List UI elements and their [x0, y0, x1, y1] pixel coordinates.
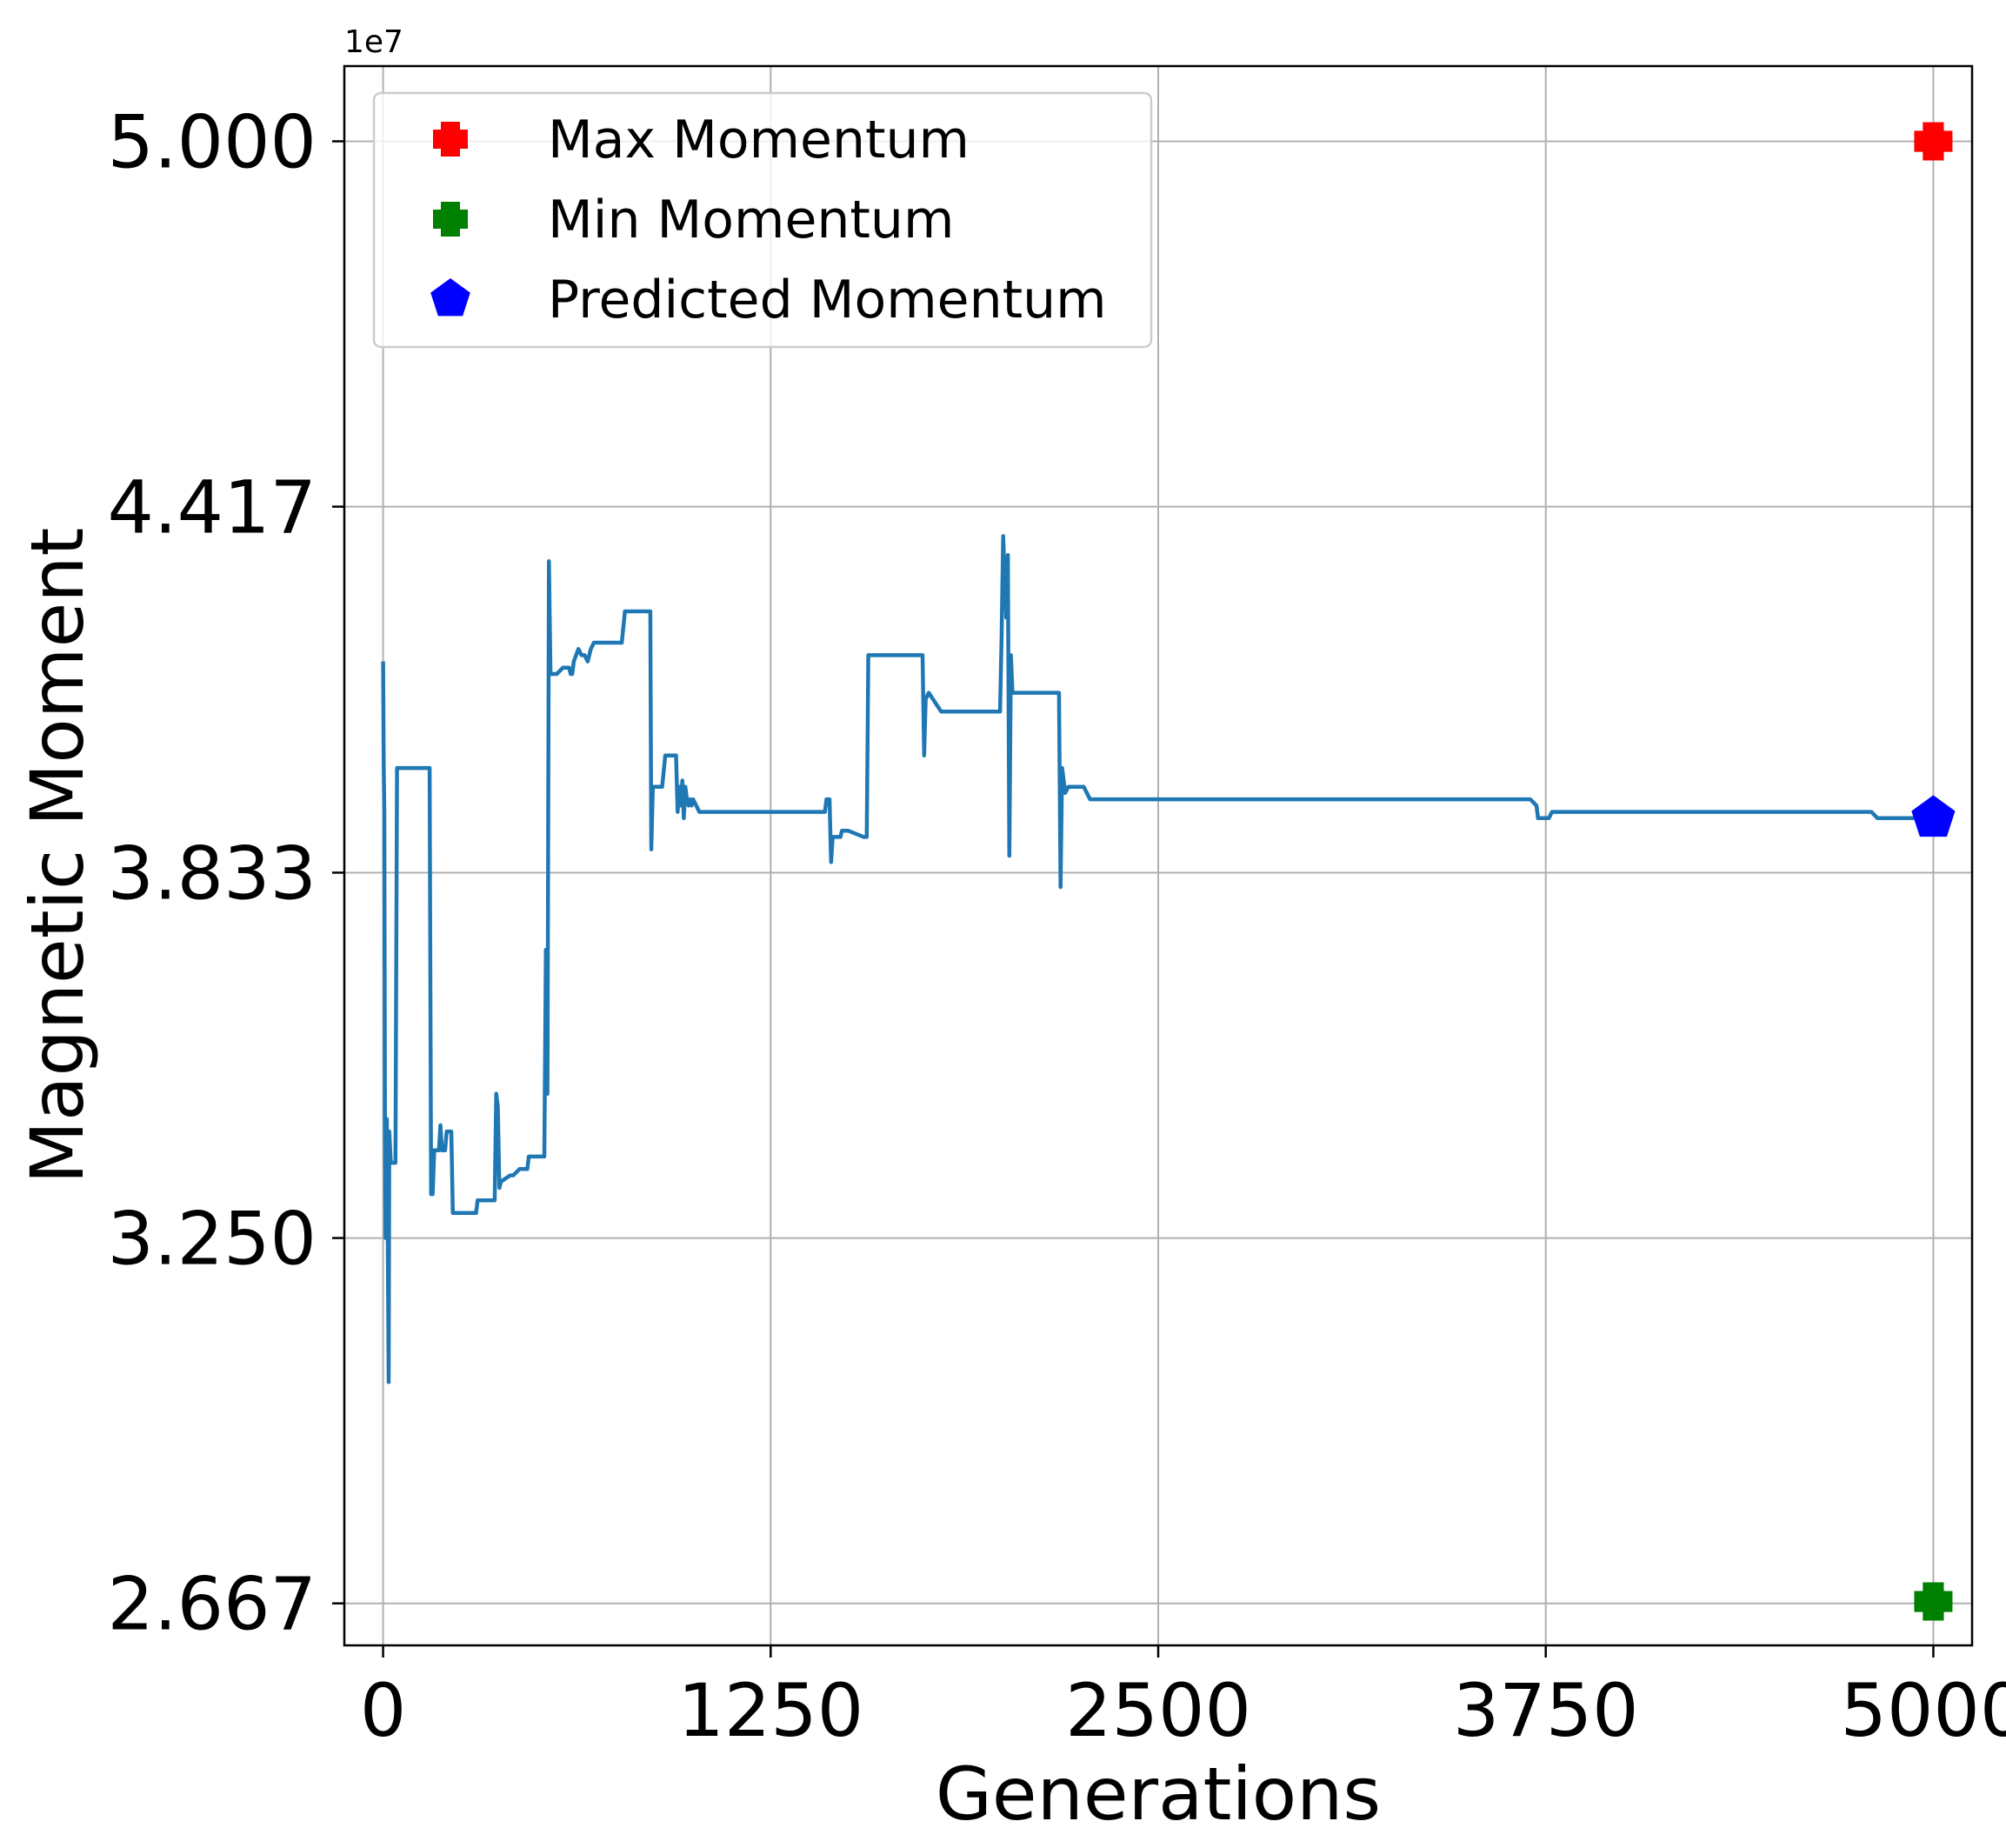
- legend-marker: [433, 122, 468, 157]
- series-line: [381, 534, 1934, 1384]
- series-layer: [381, 122, 1956, 1621]
- x-tick-label: 2500: [1065, 1668, 1251, 1753]
- legend: Max Momentum Min Momentum Predicted Moment…: [372, 91, 1153, 349]
- ticks: 0 1250 2500 3750 5000 2.667 3.250 3.833 4.417 5.0…: [108, 99, 2006, 1753]
- x-tick-label: 0: [360, 1668, 406, 1753]
- x-tick-label: 3750: [1453, 1668, 1639, 1753]
- legend-marker: [430, 278, 470, 317]
- x-axis-label: Generations: [936, 1751, 1381, 1837]
- y-tick-label: 5.000: [108, 99, 317, 184]
- y-tick-label: 3.250: [108, 1197, 317, 1282]
- y-offset-label: 1e7: [344, 24, 403, 60]
- x-tick-label: 1250: [677, 1668, 863, 1753]
- y-tick-label: 2.667: [108, 1562, 317, 1647]
- series-marker-2: [1914, 1582, 1953, 1621]
- legend-label: Predicted Momentum: [548, 270, 1107, 330]
- legend-box: [372, 91, 1153, 349]
- legend-label: Min Momentum: [548, 190, 954, 250]
- legend-marker: [433, 202, 468, 237]
- legend-label: Max Momentum: [548, 110, 970, 170]
- y-axis-label: Magnetic Moment: [15, 528, 100, 1184]
- series-marker-3: [1911, 795, 1956, 837]
- x-tick-label: 5000: [1841, 1668, 2006, 1753]
- y-tick-label: 3.833: [108, 831, 317, 916]
- series-marker-1: [1914, 122, 1953, 161]
- y-tick-label: 4.417: [108, 465, 317, 550]
